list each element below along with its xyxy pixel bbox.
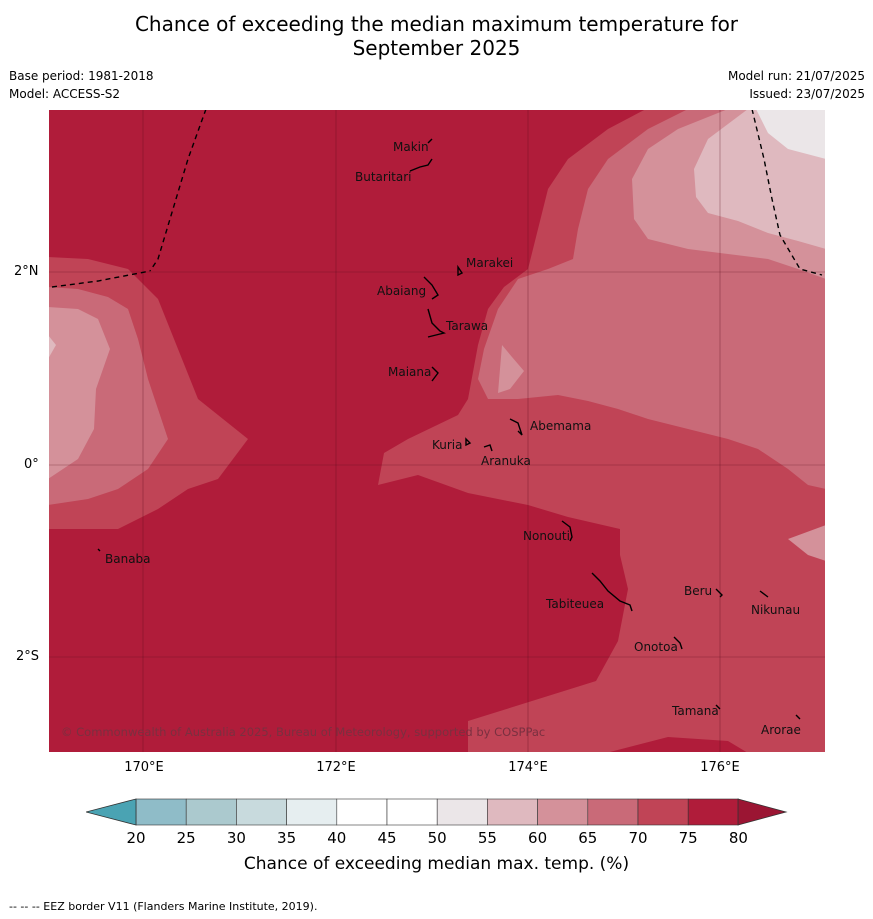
island-aranuka	[483, 444, 493, 452]
map-title: Chance of exceeding the median maximum t…	[0, 12, 873, 60]
colorbar-title: Chance of exceeding median max. temp. (%…	[243, 854, 630, 874]
place-label-marakei: Marakei	[466, 256, 513, 270]
eez-footer-note: -- -- -- EEZ border V11 (Flanders Marine…	[9, 900, 318, 913]
issued-date: Issued: 23/07/2025	[749, 87, 865, 101]
colorbar-cell	[687, 798, 739, 826]
zone-60-west	[48, 335, 56, 359]
island-beru	[715, 588, 723, 598]
colorbar-cell	[135, 798, 187, 826]
title-line-2: September 2025	[352, 36, 521, 60]
zone-65-west	[48, 307, 110, 479]
place-label-beru: Beru	[684, 584, 712, 598]
place-label-nonouti: Nonouti	[523, 529, 570, 543]
colorbar-tick-label: 65	[578, 829, 598, 847]
place-label-banaba: Banaba	[105, 552, 151, 566]
colorbar-cells	[135, 798, 739, 826]
place-label-tarawa: Tarawa	[445, 319, 488, 333]
colorbar-tick-label: 40	[327, 829, 347, 847]
colorbar-cell	[587, 798, 639, 826]
lat-label-2n: 2°N	[14, 264, 39, 279]
colorbar-tick-label: 70	[628, 829, 648, 847]
colorbar-tick-label: 55	[477, 829, 497, 847]
probability-map[interactable]: Makin Butaritari Marakei Abaiang Tarawa …	[48, 109, 826, 753]
eez-border	[51, 109, 823, 288]
place-label-nikunau: Nikunau	[751, 603, 800, 617]
place-label-abemama: Abemama	[530, 419, 591, 433]
colorbar-tick-label: 45	[377, 829, 397, 847]
island-nonouti	[561, 520, 573, 542]
zone-55-corner	[756, 109, 826, 159]
model-name: Model: ACCESS-S2	[9, 87, 121, 101]
gridlines	[48, 109, 826, 753]
colorbar-tick-label: 20	[126, 829, 146, 847]
place-label-tabiteuea: Tabiteuea	[545, 597, 604, 611]
colorbar-cell	[537, 798, 589, 826]
colorbar-cell	[185, 798, 237, 826]
colorbar	[86, 798, 788, 826]
title-line-1: Chance of exceeding the median maximum t…	[134, 12, 739, 36]
place-label-butaritari: Butaritari	[355, 170, 412, 184]
meta-left: Base period: 1981-2018 Model: ACCESS-S2	[9, 67, 154, 103]
island-kuria	[465, 437, 472, 447]
zone-65-inset	[498, 345, 524, 393]
lon-label-172e: 172°E	[316, 760, 356, 775]
place-label-tamana: Tamana	[671, 704, 719, 718]
colorbar-tick-label: 35	[277, 829, 297, 847]
island-marakei	[457, 264, 464, 277]
place-label-onotoa: Onotoa	[634, 640, 678, 654]
place-label-kuria: Kuria	[432, 438, 463, 452]
colorbar-cell	[487, 798, 538, 826]
island-abemama	[509, 418, 523, 436]
colorbar-cell	[637, 798, 689, 826]
colorbar-cell	[386, 798, 438, 826]
lat-label-2s: 2°S	[16, 649, 40, 664]
colorbar-tick-label: 50	[427, 829, 447, 847]
islands	[97, 138, 801, 720]
island-nikunau	[759, 590, 769, 598]
colorbar-cell	[336, 798, 388, 826]
lon-label-170e: 170°E	[124, 760, 164, 775]
place-label-makin: Makin	[393, 140, 429, 154]
island-arorae	[795, 714, 801, 720]
colorbar-tick-label: 25	[176, 829, 196, 847]
colorbar-cell	[286, 798, 338, 826]
colorbar-tick-label: 75	[678, 829, 698, 847]
island-makin	[427, 138, 433, 144]
colorbar-tick-label: 80	[728, 829, 748, 847]
place-labels: Makin Butaritari Marakei Abaiang Tarawa …	[105, 140, 801, 737]
colorbar-high-extend	[737, 798, 788, 826]
place-label-arorae: Arorae	[761, 723, 801, 737]
map-frame	[48, 109, 826, 753]
lat-label-0: 0°	[24, 457, 39, 472]
colorbar-tick-label: 60	[528, 829, 548, 847]
island-tamana	[715, 704, 721, 710]
island-onotoa	[673, 636, 683, 650]
colorbar-cell	[436, 798, 488, 826]
island-tabiteuea	[591, 572, 633, 612]
meta-right: Model run: 21/07/2025 Issued: 23/07/2025	[728, 67, 865, 103]
lon-label-176e: 176°E	[700, 760, 740, 775]
colorbar-low-extend	[86, 798, 137, 826]
place-label-maiana: Maiana	[388, 365, 431, 379]
zone-65-east-small	[788, 525, 826, 561]
place-label-abaiang: Abaiang	[377, 284, 426, 298]
island-banaba	[97, 548, 101, 552]
copyright-notice: © Commonwealth of Australia 2025, Bureau…	[61, 725, 545, 739]
colorbar-tick-label: 30	[226, 829, 246, 847]
model-run: Model run: 21/07/2025	[727, 69, 865, 83]
island-maiana	[431, 366, 439, 382]
colorbar-cell	[236, 798, 287, 826]
base-period: Base period: 1981-2018	[9, 69, 154, 83]
island-abaiang	[423, 276, 439, 300]
place-label-aranuka: Aranuka	[481, 454, 531, 468]
island-butaritari	[409, 158, 433, 172]
island-tarawa	[427, 308, 447, 338]
lon-label-174e: 174°E	[508, 760, 548, 775]
